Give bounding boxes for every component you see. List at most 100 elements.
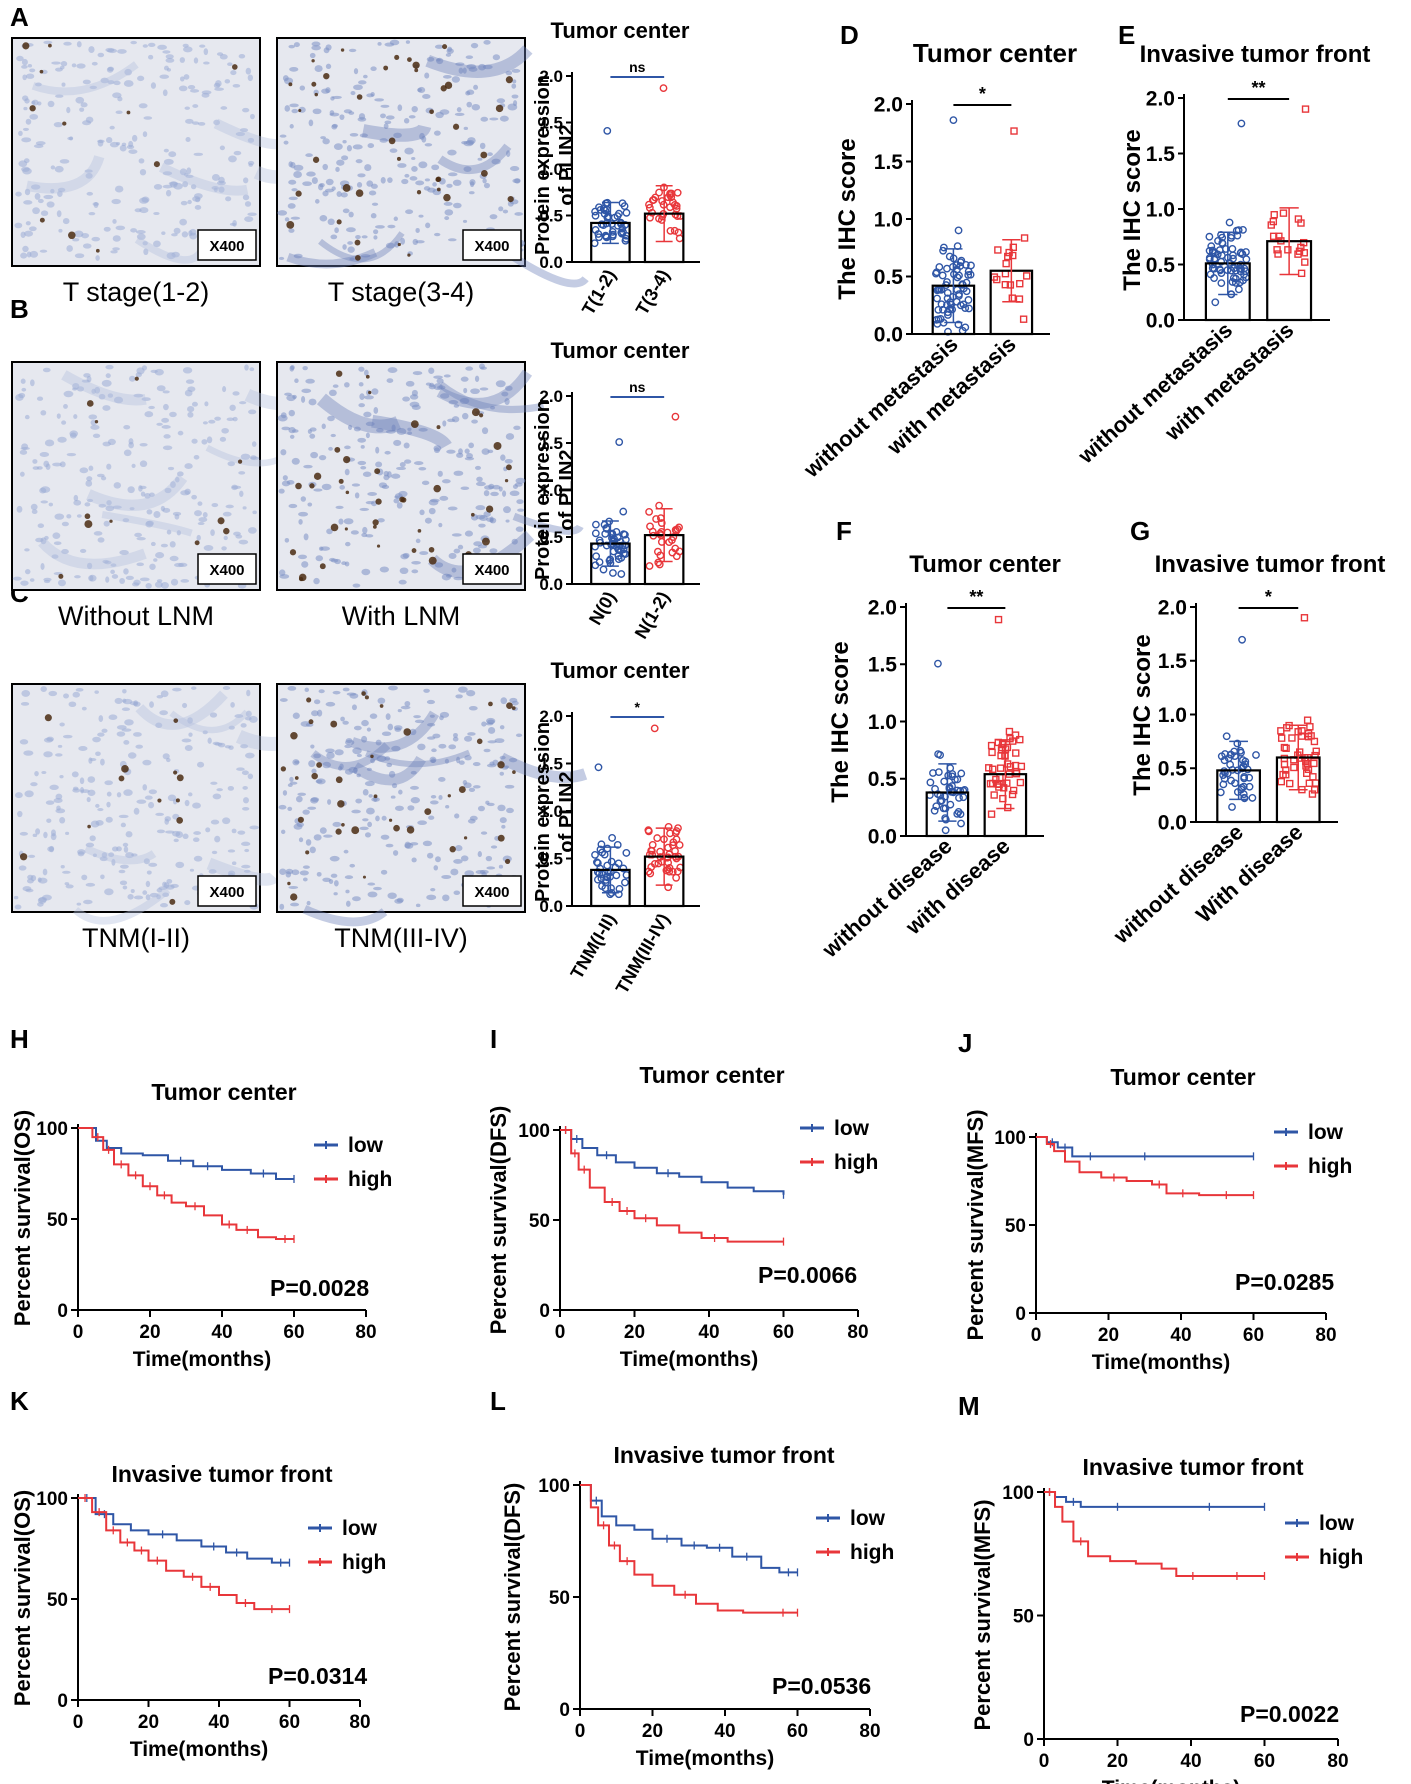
- nucleus: [139, 577, 150, 582]
- data-point: [939, 246, 947, 255]
- nucleus: [81, 379, 90, 383]
- nucleus: [40, 562, 45, 570]
- positive-stain: [442, 44, 448, 50]
- positive-stain: [280, 766, 287, 772]
- nucleus: [369, 713, 378, 719]
- data-point: [962, 287, 971, 296]
- data-point: [1205, 232, 1214, 241]
- nucleus: [501, 391, 509, 397]
- nucleus: [344, 382, 350, 388]
- nucleus: [20, 378, 26, 384]
- nucleus: [288, 228, 295, 233]
- nucleus: [73, 499, 82, 506]
- data-point: [946, 800, 955, 809]
- y-tick-label: 0: [539, 1301, 550, 1322]
- nucleus: [509, 697, 518, 703]
- nucleus: [72, 382, 80, 390]
- nucleus: [309, 52, 316, 59]
- nucleus: [144, 795, 153, 800]
- nucleus: [206, 436, 213, 444]
- data-point: [996, 773, 1004, 782]
- nucleus: [173, 182, 183, 190]
- nucleus: [359, 133, 368, 138]
- y-tick-label: 0: [1023, 1730, 1034, 1751]
- nucleus: [122, 518, 130, 523]
- data-point: [592, 520, 600, 529]
- nucleus: [315, 555, 324, 562]
- nucleus: [106, 136, 113, 144]
- nucleus: [171, 233, 178, 237]
- nucleus: [444, 758, 450, 764]
- positive-stain: [94, 419, 99, 424]
- nucleus: [189, 868, 195, 872]
- nucleus: [141, 397, 151, 402]
- nucleus: [492, 54, 501, 61]
- nucleus: [119, 549, 129, 556]
- nucleus: [111, 198, 121, 205]
- nucleus: [191, 494, 197, 500]
- nucleus: [325, 701, 336, 707]
- data-point: [1282, 771, 1290, 779]
- y-tick-label: 0.5: [1146, 254, 1176, 277]
- nucleus: [35, 82, 42, 87]
- nucleus: [16, 505, 23, 513]
- y-tick-label: 0.0: [874, 323, 903, 346]
- nucleus: [227, 785, 235, 791]
- nucleus: [228, 725, 235, 730]
- nucleus: [214, 87, 225, 91]
- data-point: [654, 859, 663, 868]
- nucleus: [85, 480, 93, 487]
- nucleus: [125, 831, 133, 838]
- magnification-box: [462, 875, 522, 907]
- nucleus: [310, 451, 318, 459]
- nucleus: [241, 864, 251, 869]
- nucleus: [489, 214, 498, 220]
- nucleus: [483, 490, 490, 497]
- nucleus: [309, 846, 316, 854]
- nucleus: [473, 785, 481, 789]
- nucleus: [292, 394, 297, 399]
- nucleus: [14, 222, 23, 229]
- data-point: [675, 841, 684, 849]
- nucleus: [405, 40, 411, 44]
- nucleus: [457, 544, 464, 550]
- nucleus: [123, 846, 129, 853]
- magnification-box: [197, 229, 257, 261]
- nucleus: [386, 378, 394, 383]
- y-tick-label: 0.5: [539, 206, 563, 225]
- y-axis-label: The IHC score: [1129, 634, 1156, 795]
- nucleus: [282, 475, 288, 481]
- nucleus: [436, 57, 444, 65]
- nucleus: [251, 441, 257, 447]
- positive-stain: [436, 425, 441, 430]
- nucleus: [504, 398, 510, 406]
- data-point: [962, 260, 970, 269]
- nucleus: [97, 139, 105, 143]
- nucleus: [387, 723, 394, 731]
- nucleus: [289, 124, 294, 129]
- nucleus: [505, 519, 510, 523]
- nucleus: [39, 249, 48, 253]
- nucleus: [466, 101, 473, 108]
- data-point: [943, 308, 952, 317]
- nucleus: [214, 742, 223, 746]
- data-point: [966, 270, 975, 279]
- nucleus: [175, 861, 185, 869]
- positive-stain: [495, 104, 504, 113]
- data-point: [957, 769, 966, 778]
- nucleus: [55, 753, 63, 757]
- nucleus: [400, 705, 411, 710]
- nucleus: [123, 568, 129, 575]
- nucleus: [147, 42, 156, 47]
- nucleus: [43, 831, 48, 839]
- positive-stain: [62, 121, 67, 126]
- nucleus: [86, 562, 93, 570]
- nucleus: [118, 814, 129, 819]
- nucleus: [368, 794, 373, 798]
- nucleus: [166, 68, 171, 72]
- nucleus: [495, 380, 506, 388]
- data-point: [618, 224, 627, 233]
